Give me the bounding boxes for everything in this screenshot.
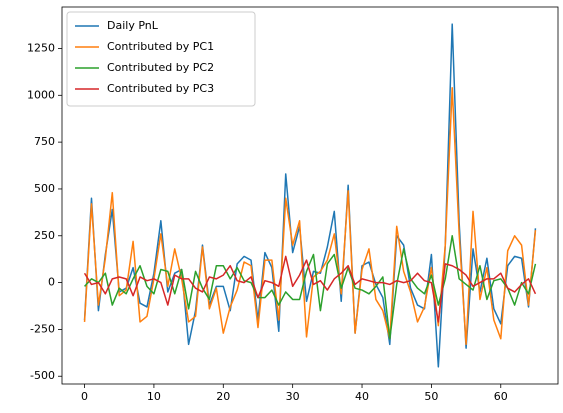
legend: Daily PnL Contributed by PC1 Contributed b… [66, 11, 256, 107]
x-tick-label: 10 [147, 390, 161, 403]
x-tick-label: 60 [494, 390, 508, 403]
y-tick-label: 750 [34, 135, 55, 148]
y-tick-label: 0 [48, 276, 55, 289]
x-tick-label: 50 [424, 390, 438, 403]
series-line [83, 87, 537, 346]
x-tick-label: 40 [355, 390, 369, 403]
legend-label: Daily PnL [107, 19, 159, 32]
plot-frame [61, 6, 559, 385]
y-tick-label: -250 [30, 322, 55, 335]
legend-label: Contributed by PC3 [107, 82, 214, 95]
legend-label: Contributed by PC1 [107, 40, 214, 53]
x-tick-label: 20 [216, 390, 230, 403]
y-tick-label: 250 [34, 229, 55, 242]
y-tick-label: 1000 [27, 88, 55, 101]
y-tick-label: 500 [34, 182, 55, 195]
series-line [83, 235, 537, 340]
series-line [83, 255, 537, 323]
legend-box [66, 11, 256, 107]
legend-label: Contributed by PC2 [107, 61, 214, 74]
y-tick-label: -500 [30, 369, 55, 382]
x-tick-label: 0 [81, 390, 88, 403]
y-tick-label: 1250 [27, 41, 55, 54]
x-tick-label: 30 [286, 390, 300, 403]
